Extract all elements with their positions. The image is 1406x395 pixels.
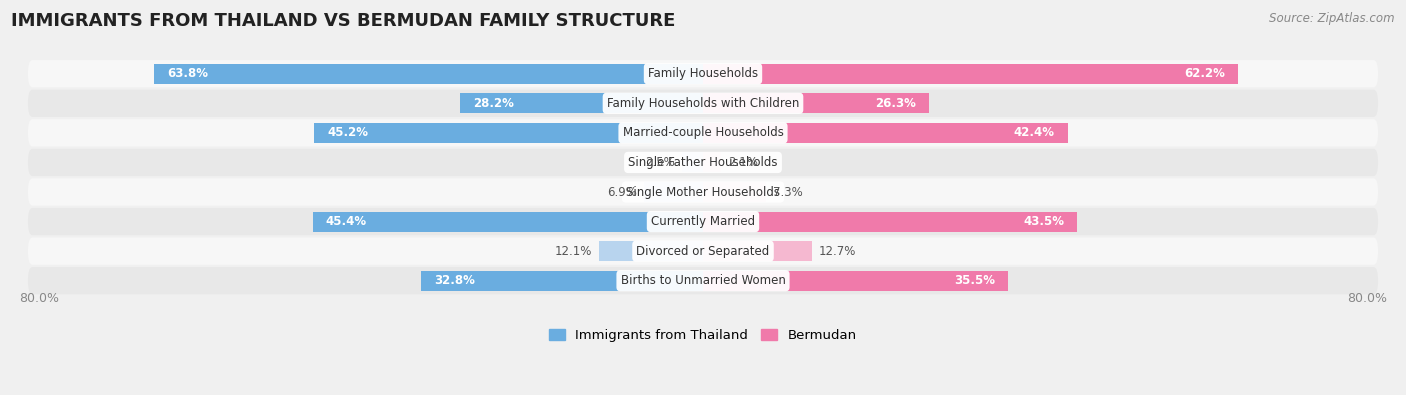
FancyBboxPatch shape	[28, 90, 1378, 117]
Text: 45.2%: 45.2%	[328, 126, 368, 139]
Legend: Immigrants from Thailand, Bermudan: Immigrants from Thailand, Bermudan	[544, 324, 862, 347]
Text: 63.8%: 63.8%	[167, 67, 208, 80]
Text: IMMIGRANTS FROM THAILAND VS BERMUDAN FAMILY STRUCTURE: IMMIGRANTS FROM THAILAND VS BERMUDAN FAM…	[11, 12, 676, 30]
Text: 2.1%: 2.1%	[728, 156, 758, 169]
Bar	[703, 241, 813, 261]
Text: 43.5%: 43.5%	[1024, 215, 1064, 228]
Text: Family Households: Family Households	[648, 67, 758, 80]
Text: 28.2%: 28.2%	[474, 97, 515, 110]
FancyBboxPatch shape	[28, 149, 1378, 176]
Text: Family Households with Children: Family Households with Children	[607, 97, 799, 110]
Bar	[703, 152, 721, 173]
Text: 80.0%: 80.0%	[1347, 292, 1386, 305]
Text: 7.3%: 7.3%	[773, 186, 803, 199]
Bar	[682, 152, 703, 173]
FancyBboxPatch shape	[28, 60, 1378, 87]
Text: Births to Unmarried Women: Births to Unmarried Women	[620, 274, 786, 287]
Bar	[420, 271, 703, 291]
Text: 2.5%: 2.5%	[645, 156, 675, 169]
Text: 6.9%: 6.9%	[607, 186, 637, 199]
Text: 45.4%: 45.4%	[325, 215, 367, 228]
Bar	[461, 93, 703, 113]
Text: Single Father Households: Single Father Households	[628, 156, 778, 169]
Text: 12.7%: 12.7%	[820, 245, 856, 258]
Text: Married-couple Households: Married-couple Households	[623, 126, 783, 139]
FancyBboxPatch shape	[28, 208, 1378, 235]
Text: 12.1%: 12.1%	[555, 245, 592, 258]
Bar	[155, 64, 703, 84]
Bar	[703, 93, 929, 113]
Bar	[703, 123, 1067, 143]
Text: 80.0%: 80.0%	[20, 292, 59, 305]
Bar	[312, 211, 703, 231]
Text: Divorced or Separated: Divorced or Separated	[637, 245, 769, 258]
Text: 35.5%: 35.5%	[955, 274, 995, 287]
FancyBboxPatch shape	[28, 237, 1378, 265]
Text: 32.8%: 32.8%	[434, 274, 475, 287]
FancyBboxPatch shape	[28, 119, 1378, 147]
Bar	[703, 182, 766, 202]
Text: Source: ZipAtlas.com: Source: ZipAtlas.com	[1270, 12, 1395, 25]
FancyBboxPatch shape	[28, 267, 1378, 294]
Text: 62.2%: 62.2%	[1184, 67, 1225, 80]
FancyBboxPatch shape	[28, 179, 1378, 206]
Text: Currently Married: Currently Married	[651, 215, 755, 228]
Text: Single Mother Households: Single Mother Households	[626, 186, 780, 199]
Bar	[703, 64, 1237, 84]
Text: 42.4%: 42.4%	[1014, 126, 1054, 139]
Bar	[703, 271, 1008, 291]
Bar	[703, 211, 1077, 231]
Bar	[599, 241, 703, 261]
Text: 26.3%: 26.3%	[876, 97, 917, 110]
Bar	[315, 123, 703, 143]
Bar	[644, 182, 703, 202]
